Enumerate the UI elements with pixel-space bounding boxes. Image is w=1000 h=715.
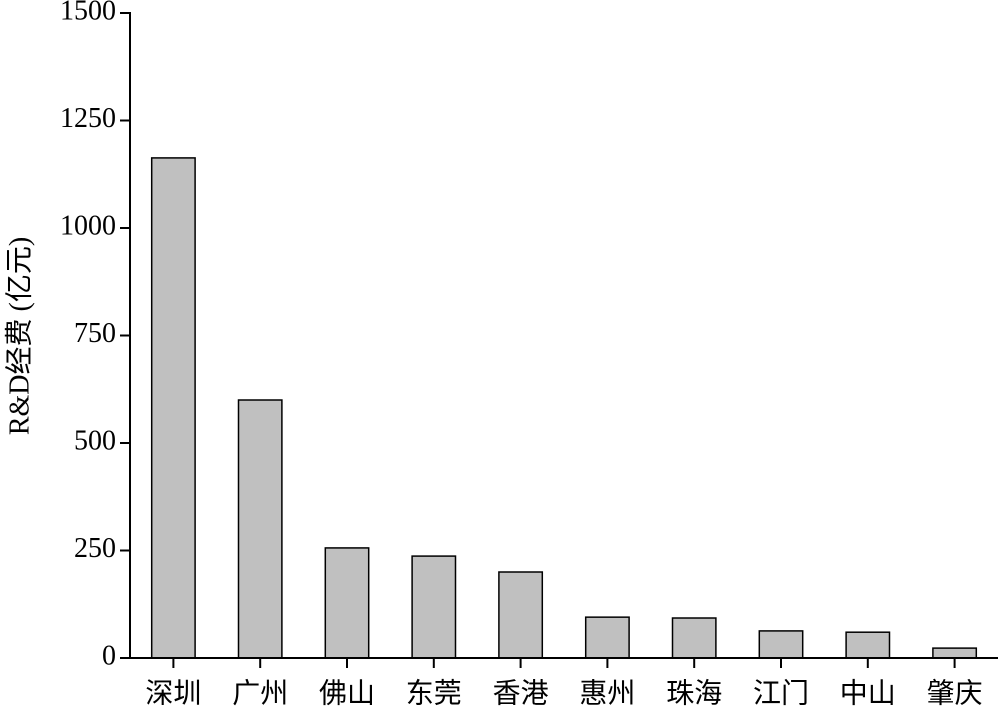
- y-tick-label: 250: [74, 533, 116, 564]
- bar: [932, 647, 978, 659]
- bar: [324, 547, 370, 659]
- y-tick-label: 0: [102, 640, 116, 671]
- bar: [237, 399, 283, 659]
- bar: [411, 555, 457, 659]
- x-tick-label: 惠州: [579, 677, 635, 709]
- bar: [150, 157, 196, 659]
- y-tick-label: 1000: [60, 210, 116, 241]
- x-tick-label: 珠海: [666, 677, 722, 709]
- y-axis-label: R&D经费 (亿元): [3, 237, 35, 435]
- x-tick-label: 广州: [232, 677, 288, 709]
- x-tick-label: 东莞: [406, 677, 462, 709]
- bar: [671, 617, 717, 659]
- x-tick-label: 江门: [753, 677, 809, 709]
- y-tick-label: 750: [74, 318, 116, 349]
- x-tick-label: 深圳: [145, 678, 201, 709]
- bar: [845, 631, 891, 659]
- x-tick-label: 中山: [840, 677, 896, 709]
- bar: [498, 571, 544, 659]
- y-tick-label: 1250: [60, 103, 116, 134]
- bar: [758, 630, 804, 659]
- x-tick-label: 肇庆: [927, 677, 983, 709]
- x-tick-label: 佛山: [319, 677, 375, 709]
- y-tick-label: 500: [74, 425, 116, 456]
- bar: [584, 616, 630, 659]
- x-tick-label: 香港: [493, 677, 549, 709]
- y-tick-label: 1500: [60, 0, 116, 26]
